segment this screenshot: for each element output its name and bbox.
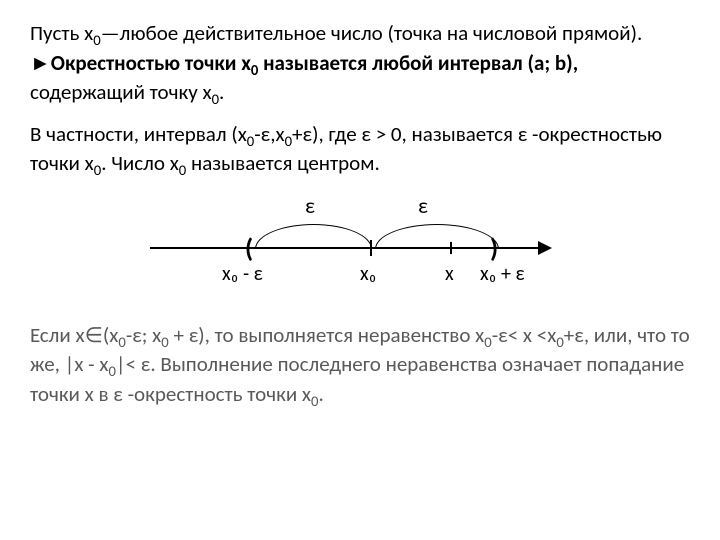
text: называется центром. [186,150,380,176]
paragraph-1: Пусть х0—любое действительное число (точ… [30,20,690,109]
tick-x [450,242,452,254]
tick-center [370,240,372,256]
epsilon-label-left: ε [305,192,315,219]
open-paren: ( [245,232,253,264]
text-bold: называется любой интервал (а; b), [258,50,578,76]
sub: 0 [556,333,563,351]
sub: 0 [212,90,219,108]
paragraph-3: Если х∈(х0-ε; х0 + ε), то выполняется не… [30,322,690,411]
text: —любое действительное число (точка на чи… [101,20,643,46]
number-line-diagram: ε ε ( ) х₀ - ε х₀ x х₀ + ε [150,192,570,302]
sub: 0 [161,333,168,351]
text: . [219,79,224,105]
label-left: х₀ - ε [222,262,263,286]
sub: 0 [118,333,125,351]
label-center: х₀ [360,262,376,286]
arrow-icon [538,241,552,255]
sub: 0 [285,132,292,150]
text: . Число х [101,150,179,176]
sub: 0 [108,363,115,381]
text: В частности, интервал (х [30,121,247,147]
text: Если х∈(х [30,322,118,348]
epsilon-label-right: ε [418,192,428,219]
text: . [318,381,323,407]
text-bold: ►Окрестностью точки х [30,50,251,76]
text: + ε), то выполняется неравенство х [169,322,485,348]
text: |< ε. Выполнение последнего неравенства … [30,351,684,407]
sub: 0 [484,333,491,351]
number-line [150,247,540,249]
arc-left [255,224,372,249]
arc-right [375,224,499,249]
text: -ε< х <х [492,322,557,348]
sub: 0 [93,31,100,49]
text: содержащий точку х [30,79,212,105]
label-right: х₀ + ε [480,262,525,286]
label-x: x [445,262,454,286]
close-paren: ) [490,232,498,264]
text: Пусть х [30,20,93,46]
text: -ε,х [254,121,284,147]
paragraph-2: В частности, интервал (х0-ε,х0+ε), где ε… [30,121,690,180]
text: -ε; х [126,322,161,348]
